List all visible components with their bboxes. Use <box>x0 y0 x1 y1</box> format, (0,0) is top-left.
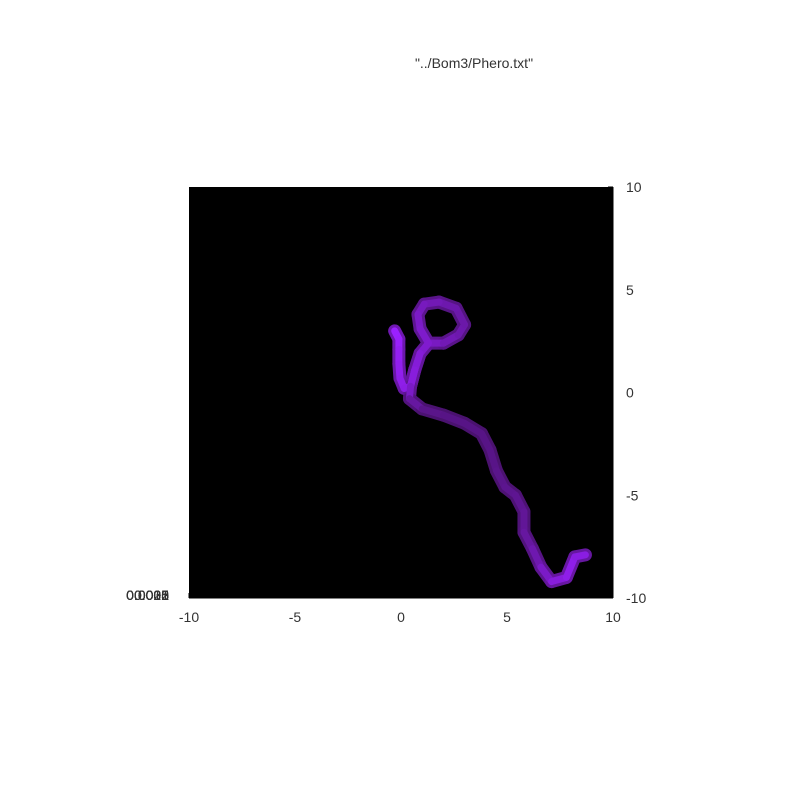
trail-segment <box>418 405 447 419</box>
colorbox-label: 0.0035 <box>126 587 169 603</box>
y-tick-label: 0 <box>626 385 634 401</box>
trail-segment <box>571 551 589 561</box>
trail-segment <box>439 411 469 427</box>
y-tick-label: 10 <box>626 179 642 195</box>
pheromone-trail <box>388 295 592 589</box>
trail-segment <box>486 446 500 475</box>
colorbox-label: 0.002 <box>134 587 169 603</box>
y-tick-label: -5 <box>626 487 639 503</box>
x-tick-label: 5 <box>503 609 511 625</box>
x-tick-label: 0 <box>397 609 405 625</box>
y-tick-label: -10 <box>626 590 646 606</box>
trail-segment <box>562 553 579 581</box>
x-tick-label: 10 <box>605 609 621 625</box>
colorbox-label: 0.0015 <box>126 587 169 603</box>
colorbox-label: 0.0025 <box>126 587 169 603</box>
colorbox-label: 0.003 <box>134 587 169 603</box>
y-tick-label: 5 <box>626 282 634 298</box>
colorbox-label: 0 <box>161 587 169 603</box>
chart-title: "../Bom3/Phero.txt" <box>415 55 533 71</box>
colorbox-label: 0.0005 <box>126 587 169 603</box>
colorbox-label: 0.001 <box>134 587 169 603</box>
x-tick-label: -5 <box>289 609 302 625</box>
x-tick-label: -10 <box>179 609 199 625</box>
axes: -10 -5 0 5 10 10 5 0 -5 -10 <box>179 179 647 625</box>
